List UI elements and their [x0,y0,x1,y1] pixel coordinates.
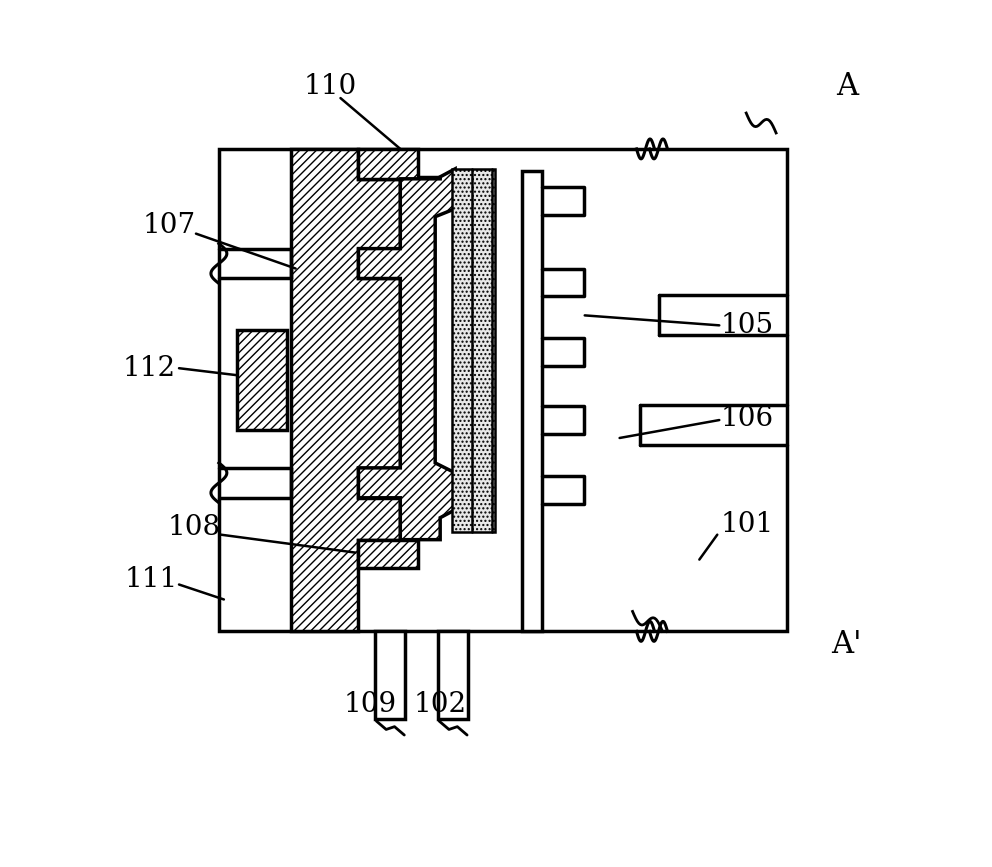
Text: 101: 101 [720,512,774,538]
Polygon shape [375,631,406,719]
Text: 109: 109 [344,691,397,718]
Polygon shape [219,149,787,631]
Polygon shape [358,149,440,179]
Text: 107: 107 [143,212,195,239]
Text: A: A [836,70,858,101]
Polygon shape [237,330,287,430]
Text: 106: 106 [720,405,774,432]
Polygon shape [438,631,468,719]
Text: 110: 110 [304,73,357,100]
Polygon shape [452,169,495,531]
Text: A': A' [831,629,862,660]
Text: 102: 102 [414,691,467,718]
Text: 111: 111 [124,566,178,593]
Polygon shape [291,149,401,631]
Text: 112: 112 [123,355,176,381]
Polygon shape [358,169,455,539]
Text: 105: 105 [720,312,774,339]
Polygon shape [358,539,419,568]
Text: 108: 108 [168,514,220,541]
Polygon shape [522,171,542,631]
